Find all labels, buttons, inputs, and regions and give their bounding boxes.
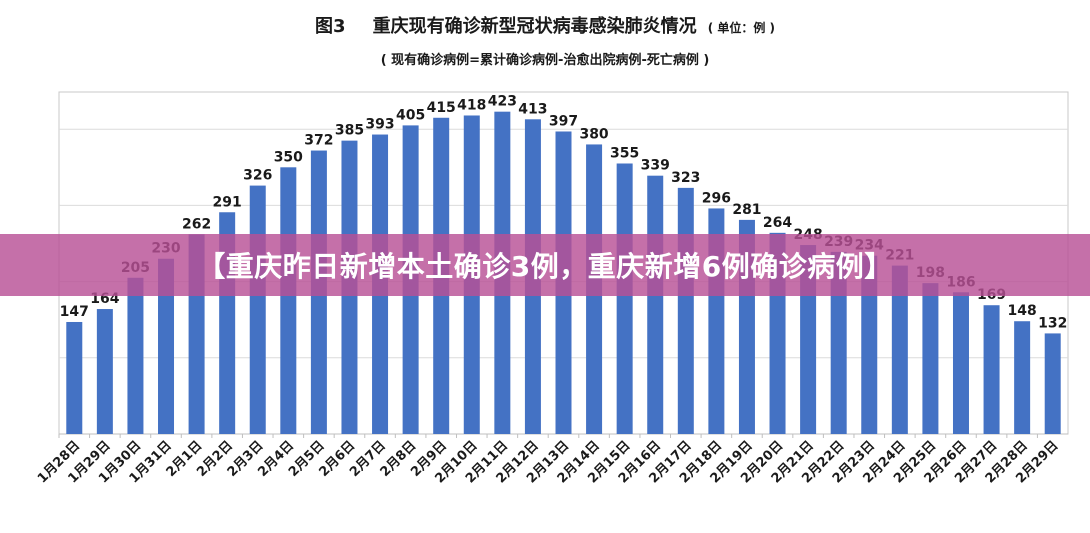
data-label: 385 bbox=[335, 123, 364, 139]
data-label: 418 bbox=[457, 97, 486, 113]
figure-label: 图3 bbox=[314, 16, 346, 37]
chart-unit: ( 单位：例 ) bbox=[707, 21, 776, 35]
bar bbox=[127, 277, 144, 434]
chart-title-row: 图3 重庆现有确诊新型冠状病毒感染肺炎情况 ( 单位：例 ) bbox=[0, 12, 1090, 38]
bar bbox=[158, 258, 175, 434]
data-label: 415 bbox=[427, 100, 456, 116]
chart-subtitle: ( 现有确诊病例=累计确诊病例-治愈出院病例-死亡病例 ) bbox=[380, 53, 710, 68]
data-label: 372 bbox=[304, 133, 333, 149]
data-label: 296 bbox=[702, 190, 731, 206]
data-label: 405 bbox=[396, 107, 425, 123]
bar bbox=[647, 175, 664, 434]
data-label: 323 bbox=[671, 170, 700, 186]
bar bbox=[249, 185, 266, 434]
data-label: 350 bbox=[274, 149, 303, 165]
bar bbox=[983, 305, 1000, 434]
bar bbox=[616, 163, 633, 435]
data-label: 264 bbox=[763, 215, 792, 231]
headline-banner: 【重庆昨日新增本土确诊3例，重庆新增6例确诊病例】 bbox=[0, 234, 1090, 296]
bar bbox=[1014, 321, 1031, 434]
chart-title: 重庆现有确诊新型冠状病毒感染肺炎情况 bbox=[372, 16, 697, 37]
bar bbox=[891, 265, 908, 434]
data-label: 326 bbox=[243, 168, 272, 184]
data-label: 393 bbox=[365, 117, 394, 133]
data-label: 355 bbox=[610, 145, 639, 161]
data-label: 132 bbox=[1038, 315, 1067, 331]
data-label: 397 bbox=[549, 113, 578, 129]
data-label: 262 bbox=[182, 216, 211, 232]
bar bbox=[861, 255, 878, 434]
bar bbox=[96, 309, 113, 434]
bar bbox=[66, 321, 83, 434]
data-label: 148 bbox=[1008, 303, 1037, 319]
bar bbox=[280, 167, 297, 435]
data-label: 281 bbox=[732, 202, 761, 218]
bar bbox=[830, 251, 847, 434]
data-label: 291 bbox=[213, 194, 242, 210]
bar bbox=[952, 292, 969, 434]
data-label: 339 bbox=[641, 158, 670, 174]
headline-text: 【重庆昨日新增本土确诊3例，重庆新增6例确诊病例】 bbox=[197, 250, 893, 283]
data-label: 423 bbox=[488, 94, 517, 110]
data-label: 147 bbox=[60, 304, 89, 320]
data-label: 380 bbox=[579, 126, 608, 142]
bar bbox=[1044, 333, 1061, 434]
bar bbox=[677, 187, 694, 434]
bar bbox=[922, 283, 939, 434]
data-label: 413 bbox=[518, 101, 547, 117]
